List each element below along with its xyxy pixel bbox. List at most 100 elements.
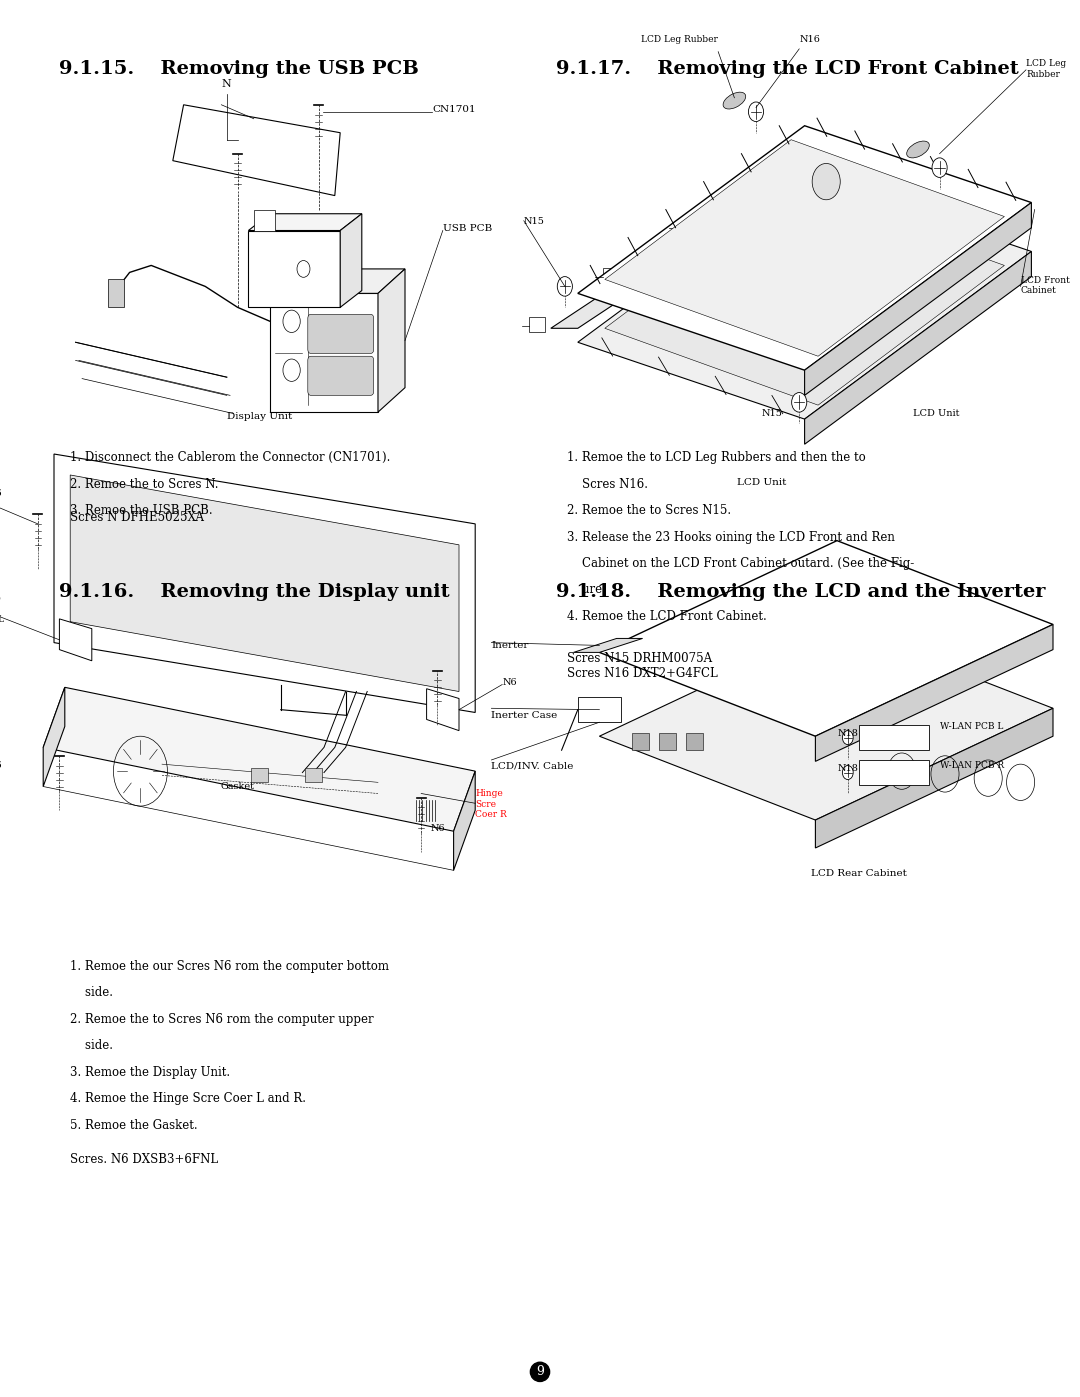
Polygon shape [815, 708, 1053, 848]
Bar [859, 725, 929, 750]
Ellipse shape [724, 92, 745, 109]
Text: 9.1.17.  Removing the LCD Front Cabinet: 9.1.17. Removing the LCD Front Cabinet [556, 60, 1018, 78]
Text: N: N [221, 78, 232, 88]
Text: N18: N18 [838, 729, 859, 738]
Circle shape [812, 163, 840, 200]
Polygon shape [573, 638, 643, 652]
Text: 3. Remoe the USB PCB.: 3. Remoe the USB PCB. [70, 504, 213, 517]
Text: Scres N16.: Scres N16. [567, 478, 648, 490]
Text: Scres N15 DRHM0075A
Scres N16 DXT2+G4FCL: Scres N15 DRHM0075A Scres N16 DXT2+G4FCL [567, 652, 718, 680]
Circle shape [283, 310, 300, 332]
Text: LCD/INV. Cable: LCD/INV. Cable [491, 761, 573, 770]
Polygon shape [59, 619, 92, 661]
Polygon shape [815, 624, 1053, 761]
Polygon shape [599, 541, 1053, 736]
Text: Inerter Case: Inerter Case [491, 711, 557, 719]
Text: LCD Unit: LCD Unit [737, 478, 786, 486]
Text: Inerter: Inerter [491, 641, 529, 650]
Text: ure): ure) [567, 584, 607, 597]
Text: N6: N6 [0, 761, 2, 770]
Bar [108, 279, 124, 307]
Text: N6: N6 [0, 489, 2, 497]
Text: side.: side. [70, 1039, 113, 1052]
Text: Scres. N6 DXSB3+6FNL: Scres. N6 DXSB3+6FNL [70, 1153, 218, 1165]
Text: N6: N6 [502, 678, 517, 686]
Text: 1. Remoe the to LCD Leg Rubbers and then the to: 1. Remoe the to LCD Leg Rubbers and then… [567, 451, 866, 464]
Text: 4. Remoe the LCD Front Cabinet.: 4. Remoe the LCD Front Cabinet. [567, 610, 767, 623]
Polygon shape [751, 170, 767, 186]
Text: 9.1.16.  Removing the Display unit: 9.1.16. Removing the Display unit [59, 583, 450, 601]
Text: 2. Remoe the to Scres N6 rom the computer upper: 2. Remoe the to Scres N6 rom the compute… [70, 1013, 374, 1025]
Circle shape [792, 393, 807, 412]
Polygon shape [603, 268, 619, 284]
Polygon shape [578, 175, 1031, 419]
Circle shape [932, 158, 947, 177]
Bar [659, 733, 676, 750]
Polygon shape [54, 454, 475, 712]
Polygon shape [70, 475, 459, 692]
Ellipse shape [907, 141, 929, 158]
Polygon shape [340, 214, 362, 307]
Polygon shape [605, 189, 1004, 405]
Text: Hinge
Scre
Coer L: Hinge Scre Coer L [0, 594, 4, 623]
Text: 4. Remoe the Hinge Scre Coer L and R.: 4. Remoe the Hinge Scre Coer L and R. [70, 1092, 307, 1105]
Polygon shape [677, 219, 693, 235]
Bar [578, 697, 621, 722]
Text: LCD Rear Cabinet: LCD Rear Cabinet [811, 869, 906, 877]
Polygon shape [805, 203, 1031, 395]
Circle shape [283, 359, 300, 381]
Circle shape [557, 277, 572, 296]
Polygon shape [454, 771, 475, 870]
Text: 9: 9 [536, 1365, 544, 1379]
Text: side.: side. [70, 986, 113, 999]
Circle shape [842, 766, 853, 780]
Text: W-LAN PCB L: W-LAN PCB L [940, 722, 1003, 731]
Text: 1. Disconnect the Cablerom the Connector (CN1701).: 1. Disconnect the Cablerom the Connector… [70, 451, 391, 464]
Text: 2. Remoe the to Scres N15.: 2. Remoe the to Scres N15. [567, 504, 731, 517]
Text: 1. Remoe the our Scres N6 rom the computer bottom: 1. Remoe the our Scres N6 rom the comput… [70, 960, 389, 972]
Text: LCD Leg
Rubber: LCD Leg Rubber [1026, 60, 1066, 78]
Text: LCD Unit: LCD Unit [913, 409, 959, 418]
Text: 9.1.15.  Removing the USB PCB: 9.1.15. Removing the USB PCB [59, 60, 419, 78]
Polygon shape [43, 687, 475, 831]
Text: 2. Remoe the to Scres N.: 2. Remoe the to Scres N. [70, 478, 218, 490]
Text: Cabinet on the LCD Front Cabinet outard. (See the Fig-: Cabinet on the LCD Front Cabinet outard.… [567, 557, 915, 570]
Polygon shape [551, 182, 799, 328]
Circle shape [842, 731, 853, 745]
Text: 5. Remoe the Gasket.: 5. Remoe the Gasket. [70, 1119, 198, 1132]
Polygon shape [254, 210, 275, 231]
Polygon shape [173, 105, 340, 196]
FancyBboxPatch shape [308, 314, 374, 353]
Text: USB PCB: USB PCB [443, 224, 492, 232]
Text: N18: N18 [838, 764, 859, 773]
Text: 3. Release the 23 Hooks oining the LCD Front and Ren: 3. Release the 23 Hooks oining the LCD F… [567, 531, 895, 543]
Text: N15: N15 [761, 409, 783, 418]
Polygon shape [427, 689, 459, 731]
Bar [305, 768, 322, 782]
Polygon shape [529, 317, 545, 332]
Text: Scres N DFHE5025XA: Scres N DFHE5025XA [70, 511, 204, 524]
Bar [686, 733, 703, 750]
Text: 9.1.18.  Removing the LCD and the Inverter: 9.1.18. Removing the LCD and the Inverte… [556, 583, 1045, 601]
Polygon shape [378, 270, 405, 412]
Polygon shape [43, 687, 65, 787]
Text: Hinge
Scre
Coer R: Hinge Scre Coer R [475, 789, 507, 819]
Text: W-LAN PCB R: W-LAN PCB R [940, 761, 1003, 770]
Polygon shape [805, 251, 1031, 444]
Bar [632, 733, 649, 750]
FancyBboxPatch shape [308, 356, 374, 395]
Text: Display Unit: Display Unit [227, 412, 292, 420]
Text: N15: N15 [524, 217, 544, 225]
Text: N16: N16 [799, 35, 820, 43]
Polygon shape [248, 231, 340, 307]
Text: Gasket: Gasket [220, 782, 255, 791]
Polygon shape [605, 140, 1004, 356]
Polygon shape [270, 270, 405, 293]
Polygon shape [578, 126, 1031, 370]
Polygon shape [248, 214, 362, 231]
Circle shape [748, 102, 764, 122]
Bar [251, 768, 268, 782]
Polygon shape [270, 293, 378, 412]
Text: 3. Remoe the Display Unit.: 3. Remoe the Display Unit. [70, 1066, 230, 1078]
Polygon shape [599, 624, 1053, 820]
